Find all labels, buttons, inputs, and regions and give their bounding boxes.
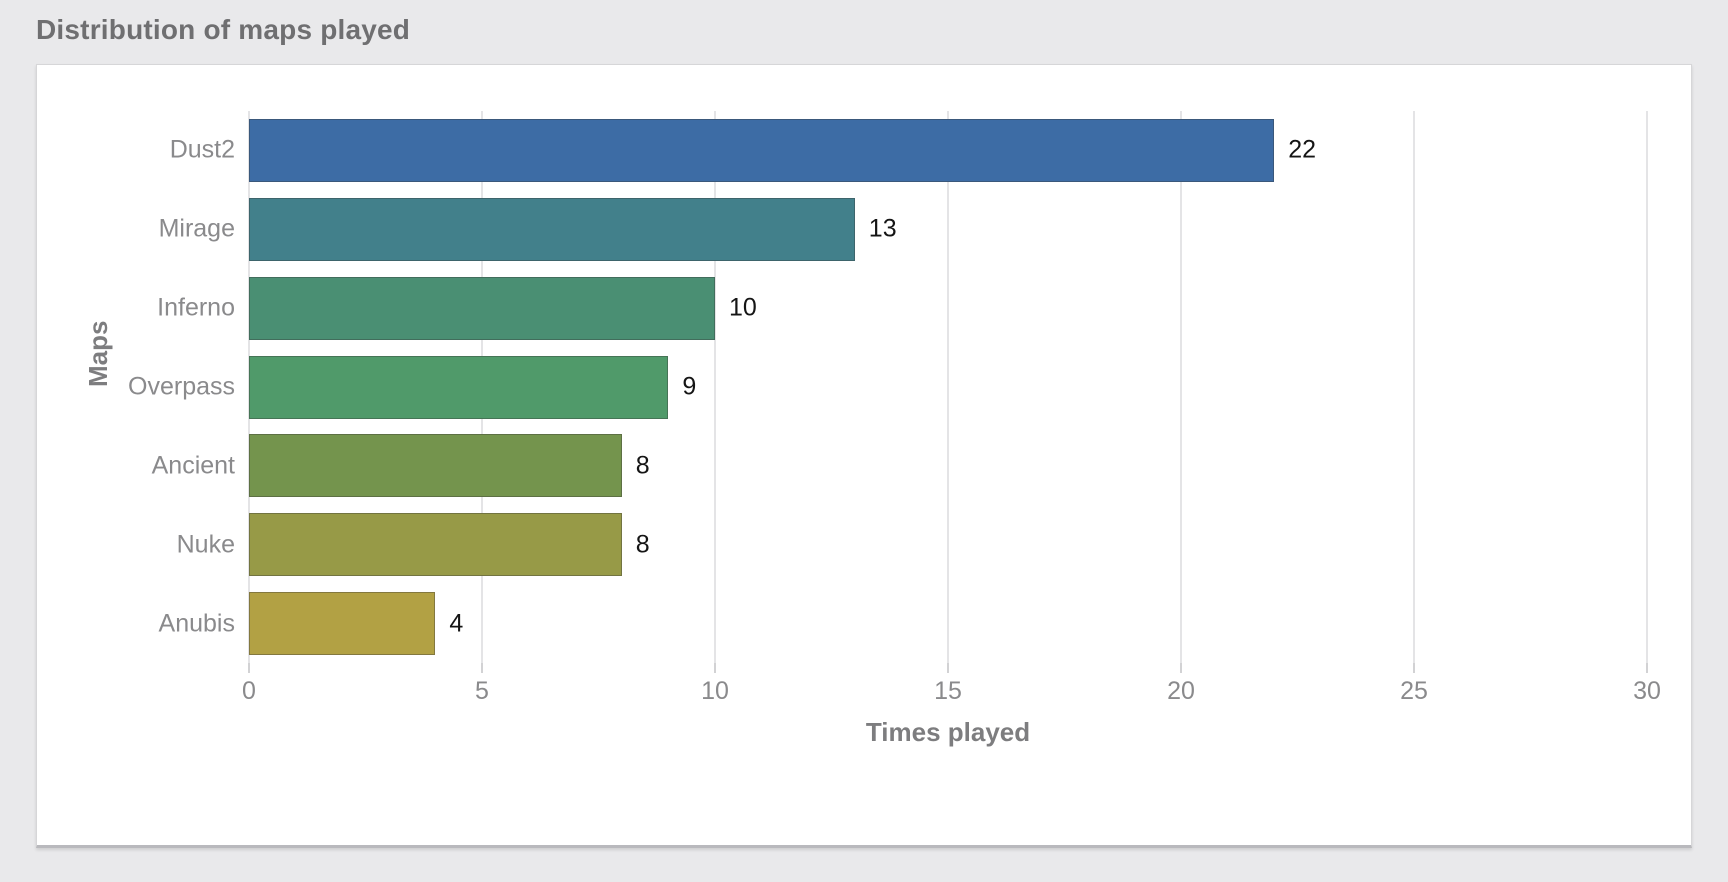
tickmark-x-25 [1413,663,1415,673]
bar-value-anubis: 4 [449,609,464,638]
x-tick-label-15: 15 [934,677,962,705]
tickmark-x-20 [1180,663,1182,673]
page-title: Distribution of maps played [36,14,411,45]
y-axis-title: Maps [83,320,113,387]
chart-card: Maps 22 13 10 9 8 8 4 Dust2 Mirage Inferno Overpa… [36,64,1692,848]
gridline-x-10 [714,111,716,663]
gridline-x-20 [1180,111,1182,663]
bar-value-inferno: 10 [729,293,757,322]
bar-overpass [249,355,669,419]
bar-dust2 [249,118,1275,182]
gridline-x-30 [1646,111,1648,663]
gridline-x-15 [947,111,949,663]
x-axis-title: Times played [865,717,1031,747]
x-tick-label-30: 30 [1633,677,1661,705]
x-tick-label-20: 20 [1167,677,1195,705]
bar-value-ancient: 8 [635,451,650,480]
x-tick-label-5: 5 [475,677,489,705]
plot-area: 22 13 10 9 8 8 4 [248,111,1648,673]
y-tick-label-anubis: Anubis [158,609,235,638]
y-tick-label-ancient: Ancient [151,451,235,480]
tickmark-x-0 [248,663,250,673]
tickmark-x-5 [481,663,483,673]
bar-value-nuke: 8 [635,530,650,559]
bar-anubis [249,592,436,656]
bar-value-overpass: 9 [682,372,697,401]
bar-mirage [249,197,855,261]
tickmark-x-10 [714,663,716,673]
bar-nuke [249,513,622,577]
bar-ancient [249,434,622,498]
x-tick-label-0: 0 [242,677,256,705]
tickmark-x-15 [947,663,949,673]
y-tick-label-overpass: Overpass [128,372,235,401]
y-tick-label-dust2: Dust2 [169,135,235,164]
y-tick-label-nuke: Nuke [176,530,235,559]
bar-value-dust2: 22 [1288,135,1316,164]
gridline-x-25 [1413,111,1415,663]
tickmark-x-30 [1646,663,1648,673]
x-tick-label-25: 25 [1400,677,1428,705]
bar-inferno [249,276,715,340]
x-tick-label-10: 10 [701,677,729,705]
y-tick-label-mirage: Mirage [158,214,235,243]
bar-value-mirage: 13 [868,214,897,243]
y-tick-label-inferno: Inferno [157,293,235,322]
